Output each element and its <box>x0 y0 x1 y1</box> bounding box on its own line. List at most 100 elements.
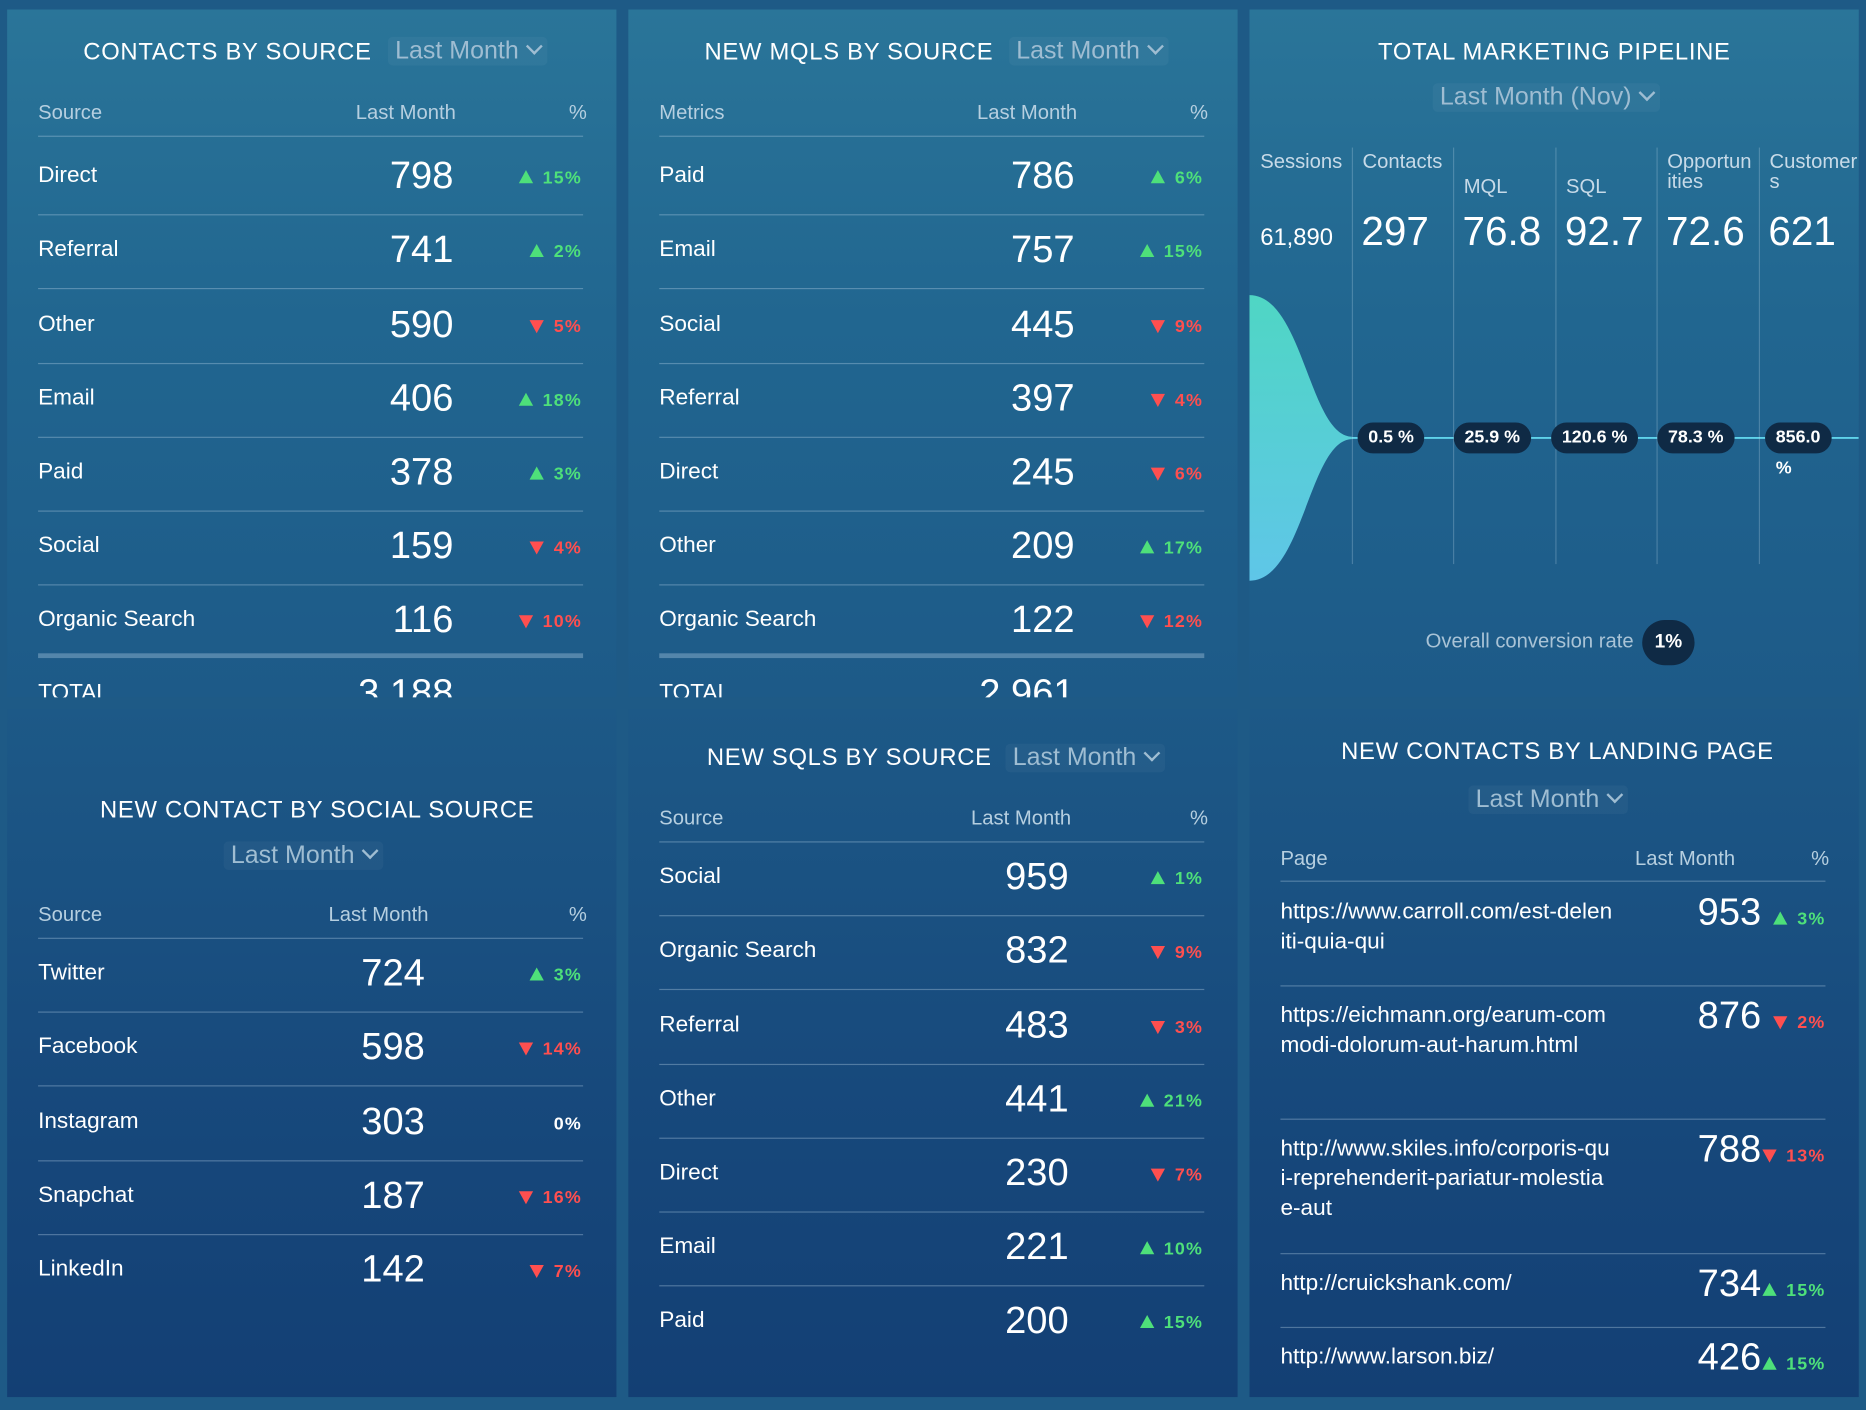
row-divider <box>659 989 1205 991</box>
arrow-up-icon <box>1139 1315 1155 1329</box>
row-change-value: 15% <box>542 167 582 189</box>
stage-name: Opportun ities <box>1667 149 1752 193</box>
row-value: 953 <box>1697 890 1762 933</box>
period-dropdown[interactable]: Last Month <box>1005 743 1165 773</box>
row-change-value: 3% <box>553 965 582 986</box>
period-dropdown[interactable]: Last Month <box>387 36 548 66</box>
column-header-percent: % <box>568 903 587 926</box>
stage-conversion: 856.0 % <box>1765 422 1832 478</box>
arrow-up-icon <box>1151 170 1166 184</box>
row-change-value: 21% <box>1163 1090 1204 1112</box>
stage-divider <box>1656 147 1658 565</box>
pipeline-funnel-chart <box>1249 295 1859 581</box>
row-change: 2% <box>529 242 582 262</box>
row-change: 15% <box>518 167 582 189</box>
arrow-up-icon <box>529 967 545 981</box>
column-header-last-month: Last Month <box>971 806 1072 830</box>
row-change-value: 3% <box>1174 1016 1204 1038</box>
row-value: 142 <box>361 1246 425 1290</box>
landing-page-url[interactable]: http://cruickshank.com/ <box>1280 1270 1512 1296</box>
row-change-value: 3% <box>1797 909 1826 930</box>
chevron-down-icon <box>525 37 543 55</box>
arrow-down-icon <box>529 319 545 333</box>
row-change: 15% <box>1139 242 1203 262</box>
row-value: 757 <box>1011 227 1075 271</box>
period-dropdown-label: Last Month <box>1016 36 1140 65</box>
arrow-up-icon <box>529 466 545 480</box>
row-value: 483 <box>1005 1002 1069 1046</box>
row-divider <box>38 1011 584 1013</box>
funnel-shape <box>1249 295 1352 581</box>
row-change-value: 5% <box>553 315 582 337</box>
row-change: 3% <box>529 464 582 484</box>
arrow-up-icon <box>1151 871 1166 885</box>
row-change-value: 9% <box>1174 942 1204 964</box>
header-divider <box>1280 880 1826 882</box>
row-change-value: 0% <box>553 1113 582 1134</box>
column-header-source: Source <box>38 903 103 926</box>
period-dropdown-label: Last Month <box>1475 785 1600 813</box>
row-change: 17% <box>1139 538 1203 558</box>
row-change: 3% <box>1151 1017 1203 1037</box>
row-change: 13% <box>1762 1146 1825 1166</box>
arrow-down-icon <box>1151 1020 1166 1034</box>
column-header-last-month: Last Month <box>328 903 429 926</box>
social-source-panel: NEW CONTACT BY SOCIAL SOURCE Last Month … <box>7 709 617 1398</box>
row-divider <box>38 510 584 512</box>
row-value: 786 <box>1011 153 1075 197</box>
arrow-down-icon <box>1139 615 1155 629</box>
contacts-by-source-panel: CONTACTS BY SOURCE Last Month Source Las… <box>7 9 617 698</box>
row-change: 3% <box>529 965 582 986</box>
arrow-up-icon <box>1139 540 1155 554</box>
period-dropdown[interactable]: Last Month (Nov) <box>1432 83 1661 112</box>
row-change-value: 9% <box>1174 315 1204 337</box>
arrow-down-icon <box>1151 946 1166 960</box>
row-label: Social <box>659 311 721 337</box>
landing-page-panel: NEW CONTACTS BY LANDING PAGE Last Month … <box>1249 709 1859 1398</box>
row-value: 303 <box>361 1098 425 1142</box>
arrow-down-icon <box>518 1190 534 1204</box>
stage-divider <box>1555 147 1557 565</box>
total-divider <box>659 653 1205 659</box>
row-change: 2% <box>1773 1013 1825 1033</box>
header-divider <box>659 135 1205 137</box>
arrow-up-icon <box>1773 911 1788 925</box>
row-value: 245 <box>1011 449 1075 493</box>
period-dropdown-label: Last Month <box>230 841 355 869</box>
period-dropdown[interactable]: Last Month <box>1009 36 1169 66</box>
row-change: 4% <box>529 538 582 558</box>
row-change: 15% <box>1139 1313 1203 1333</box>
total-label: TOTAL <box>38 680 109 698</box>
row-change-value: 2% <box>1797 1012 1826 1033</box>
row-value: 598 <box>361 1024 425 1068</box>
stage-divider <box>1758 147 1761 565</box>
landing-page-url[interactable]: https://www.carroll.com/est-deleniti-qui… <box>1280 899 1613 955</box>
landing-page-url[interactable]: https://eichmann.org/earum-commodi-dolor… <box>1280 1003 1606 1058</box>
row-divider <box>659 1285 1205 1287</box>
period-dropdown[interactable]: Last Month <box>1468 785 1628 814</box>
row-change: 7% <box>1151 1165 1203 1185</box>
row-divider <box>659 436 1205 438</box>
row-divider <box>659 214 1205 216</box>
row-divider <box>38 1233 584 1235</box>
row-value: 798 <box>389 153 454 197</box>
row-value: 832 <box>1005 928 1069 972</box>
arrow-up-icon <box>1139 244 1155 258</box>
row-value: 724 <box>361 950 425 994</box>
landing-page-url[interactable]: http://www.larson.biz/ <box>1280 1344 1495 1370</box>
row-label: Organic Search <box>659 938 817 964</box>
arrow-up-icon <box>529 244 545 258</box>
period-dropdown-label: Last Month <box>395 36 519 65</box>
landing-page-url[interactable]: http://www.skiles.info/corporis-qui-repr… <box>1280 1136 1610 1221</box>
period-dropdown[interactable]: Last Month <box>223 841 384 870</box>
row-change-value: 7% <box>1174 1164 1204 1186</box>
row-label: Other <box>659 1086 716 1112</box>
row-divider <box>38 584 584 586</box>
arrow-down-icon <box>1762 1149 1777 1163</box>
total-value: 2,961 <box>979 671 1075 698</box>
column-header-source: Source <box>659 806 724 830</box>
row-label: Referral <box>659 1012 740 1038</box>
row-divider <box>659 288 1205 290</box>
row-divider <box>38 288 584 290</box>
row-divider <box>38 214 584 216</box>
